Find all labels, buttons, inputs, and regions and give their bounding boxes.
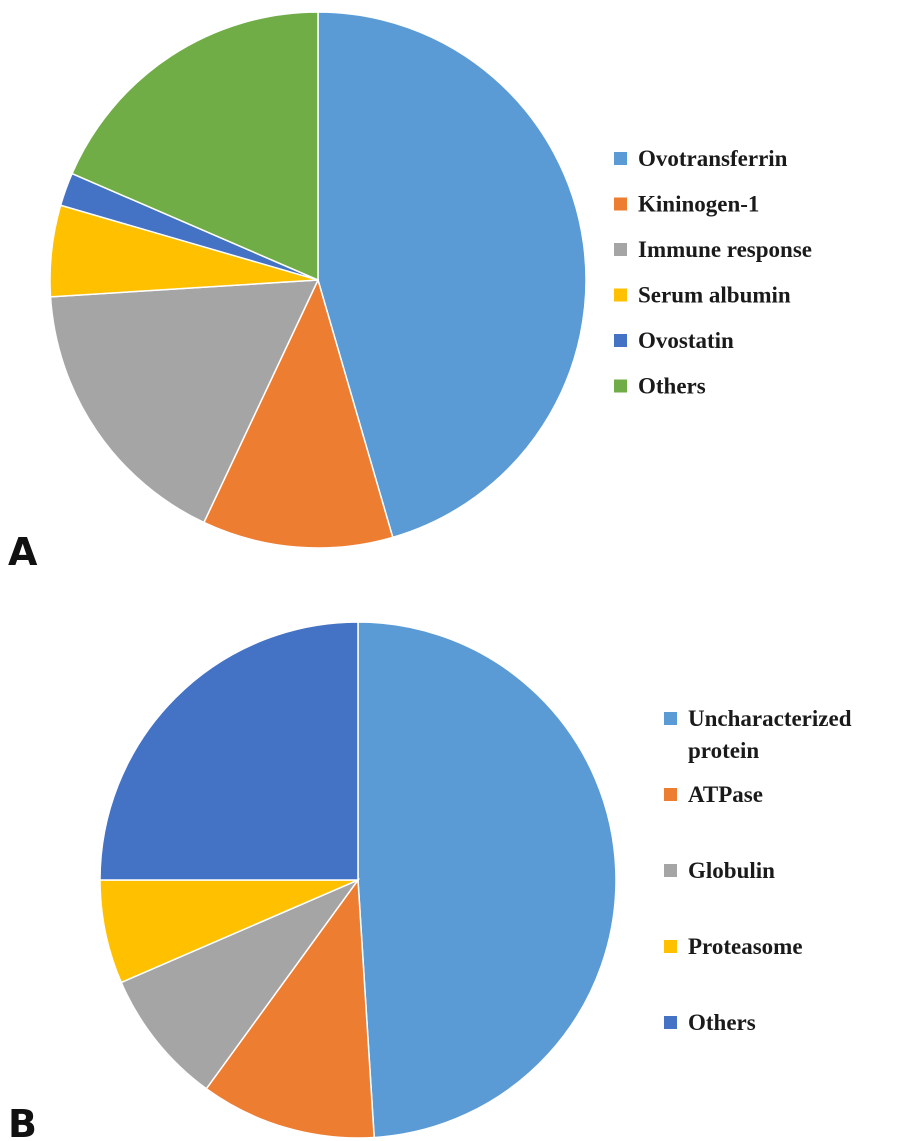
legend-swatch-serum-albumin xyxy=(614,288,627,302)
pie-chart-b: Uncharacterized protein ATPase Globulin Prot… xyxy=(99,621,852,1139)
legend-label-kininogen-1: Kininogen-1 xyxy=(638,192,759,217)
legend-swatch-ovotransferrin xyxy=(614,152,627,165)
legend-swatch-globulin xyxy=(664,864,677,877)
legend-swatch-ovostatin xyxy=(614,334,627,347)
pie-chart-a: Ovotransferrin Kininogen-1 Immune response… xyxy=(49,11,812,549)
pie-slice-others xyxy=(71,11,319,282)
pie-slice-atpase xyxy=(205,877,375,1139)
pie-slice-uncharacterized-protein xyxy=(357,621,617,1139)
legend-b: Uncharacterized protein ATPase Globulin Prot… xyxy=(664,706,852,1035)
legend-a: Ovotransferrin Kininogen-1 Immune response… xyxy=(614,146,812,399)
legend-swatch-others xyxy=(614,379,627,393)
legend-label-ovostatin: Ovostatin xyxy=(638,328,734,353)
legend-swatch-atpase xyxy=(664,788,677,801)
legend-swatch-immune-response xyxy=(614,243,627,256)
legend-swatch-uncharacterized-protein xyxy=(664,712,677,725)
legend-label-atpase: ATPase xyxy=(688,782,763,807)
legend-swatch-kininogen-1 xyxy=(614,197,627,211)
legend-label-immune-response: Immune response xyxy=(638,237,812,262)
pie-slice-kininogen-1 xyxy=(202,277,394,549)
legend-label-globulin: Globulin xyxy=(688,858,775,883)
pie-slice-globulin xyxy=(120,878,361,1090)
pie-slice-ovotransferrin xyxy=(317,11,587,539)
legend-swatch-others xyxy=(664,1016,677,1029)
pie-slice-immune-response xyxy=(49,279,320,524)
panel-label-a: A xyxy=(8,530,38,574)
panel-label-b: B xyxy=(8,1102,37,1141)
legend-label-proteasome: Proteasome xyxy=(688,934,803,959)
legend-label-ovotransferrin: Ovotransferrin xyxy=(638,146,788,171)
pie-slice-others xyxy=(99,621,359,881)
legend-label-uncharacterized-protein: Uncharacterized protein xyxy=(688,706,852,763)
legend-label-others: Others xyxy=(638,374,706,399)
legend-label-serum-albumin: Serum albumin xyxy=(638,283,791,308)
legend-label-others: Others xyxy=(688,1010,756,1035)
legend-swatch-proteasome xyxy=(664,940,677,953)
